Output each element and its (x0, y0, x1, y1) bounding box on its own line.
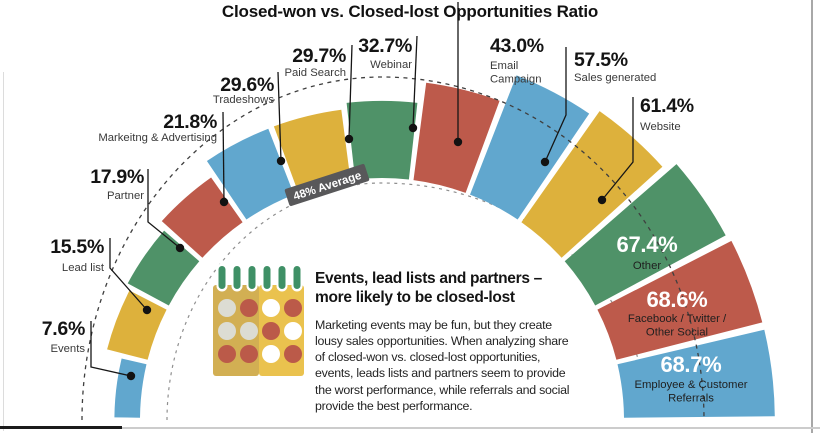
calendar-dot (218, 322, 236, 340)
calendar-pin (278, 266, 286, 289)
leader-line-partner (147, 169, 181, 249)
calendar-dot (240, 299, 258, 317)
name-label-facebook-twitter-other-social: Facebook / Twitter / (628, 313, 727, 325)
calendar-dot (284, 299, 302, 317)
calendar-dot (262, 299, 280, 317)
segment-website (521, 111, 663, 258)
name-label-website: Website (640, 121, 681, 133)
name-label-employee-customer-referrals: Employee & Customer (634, 379, 747, 391)
name-label-lead-list: Lead list (62, 262, 105, 274)
percent-label-events: 7.6% (42, 318, 85, 340)
calendar-dot (284, 345, 302, 363)
name-label-email-campaign: Email (490, 60, 518, 72)
percent-label-other: 67.4% (617, 232, 678, 257)
callout-body: Marketing events may be fun, but they cr… (315, 318, 570, 413)
leader-dot-email-campaign (453, 137, 463, 147)
percent-label-tradeshows: 29.6% (220, 74, 274, 96)
calendar-icon (213, 263, 304, 376)
name-label-email-campaign: Campaign (490, 74, 542, 86)
calendar-pin (293, 266, 301, 289)
segment-other (564, 164, 726, 306)
leader-dot-events (126, 371, 136, 381)
segment-sales-generated (470, 75, 590, 220)
segment-email-campaign (413, 82, 500, 193)
leader-dot-tradeshows (276, 156, 286, 166)
name-label-sales-generated: Sales generated (574, 72, 656, 84)
calendar-pin (248, 266, 256, 289)
name-label-partner: Partner (107, 190, 144, 202)
name-label-other: Other (633, 260, 661, 272)
name-label-facebook-twitter-other-social: Other Social (646, 327, 708, 339)
segment-facebook-twitter-other-social (597, 240, 763, 360)
calendar-dot (218, 299, 236, 317)
calendar-dot (284, 322, 302, 340)
leader-dot-lead-list (142, 305, 152, 315)
page-edge-bottom-dark (0, 426, 122, 429)
leader-line-webinar (412, 35, 418, 129)
name-label-webinar: Webinar (370, 59, 412, 71)
page-edge-right (811, 0, 813, 433)
leader-dot-sales-generated (540, 157, 550, 167)
segment-events (114, 358, 147, 418)
leader-line-events (90, 321, 132, 377)
percent-label-lead-list: 15.5% (50, 236, 104, 258)
calendar-pin (263, 266, 271, 289)
leader-line-sales-generated (544, 47, 567, 163)
calendar-pin (218, 266, 226, 289)
calendar-dot (262, 322, 280, 340)
segment-tradeshows (206, 128, 294, 220)
percent-label-email-campaign: 43.0% (490, 35, 544, 57)
percent-label-partner: 17.9% (90, 166, 144, 188)
average-dashed-arc (81, 76, 705, 421)
leader-line-markeitng-advertising (222, 111, 225, 203)
percent-label-sales-generated: 57.5% (574, 49, 628, 71)
percent-label-webinar: 32.7% (358, 35, 412, 57)
name-label-markeitng-advertising: Markeitng & Advertising (98, 132, 217, 144)
callout-heading: Events, lead lists and partners – more l… (315, 270, 542, 307)
calendar-dot (240, 345, 258, 363)
page-edge-bottom (0, 427, 820, 429)
name-label-tradeshows: Tradeshows (213, 94, 274, 106)
name-label-paid-search: Paid Search (284, 67, 346, 79)
name-label-employee-customer-referrals: Referrals (668, 393, 714, 405)
leader-dot-partner (175, 243, 185, 253)
segment-markeitng-advertising (161, 177, 243, 258)
percent-label-employee-customer-referrals: 68.7% (661, 352, 722, 377)
page-edge-left (3, 72, 4, 431)
percent-label-markeitng-advertising: 21.8% (163, 111, 217, 133)
name-label-events: Events (50, 343, 85, 355)
calendar-dot (262, 345, 280, 363)
calendar-dot (218, 345, 236, 363)
leader-dot-webinar (408, 123, 418, 133)
segment-webinar (346, 100, 418, 180)
segment-lead-list (107, 290, 167, 360)
leader-line-website (601, 97, 634, 201)
percent-label-paid-search: 29.7% (292, 45, 346, 67)
leader-line-paid-search (348, 44, 353, 140)
percent-label-website: 61.4% (640, 95, 694, 117)
segment-paid-search (273, 109, 351, 193)
chart-title: Closed-won vs. Closed-lost Opportunities… (221, 2, 599, 21)
calendar-pin (233, 266, 241, 289)
percent-label-facebook-twitter-other-social: 68.6% (647, 287, 708, 312)
leader-dot-paid-search (344, 134, 354, 144)
leader-line-tradeshows (277, 71, 282, 162)
leader-dot-markeitng-advertising (219, 197, 229, 207)
leader-dot-website (597, 195, 607, 205)
leader-line-lead-list (109, 238, 148, 311)
segment-employee-customer-referrals (617, 329, 775, 418)
calendar-dot (240, 322, 258, 340)
